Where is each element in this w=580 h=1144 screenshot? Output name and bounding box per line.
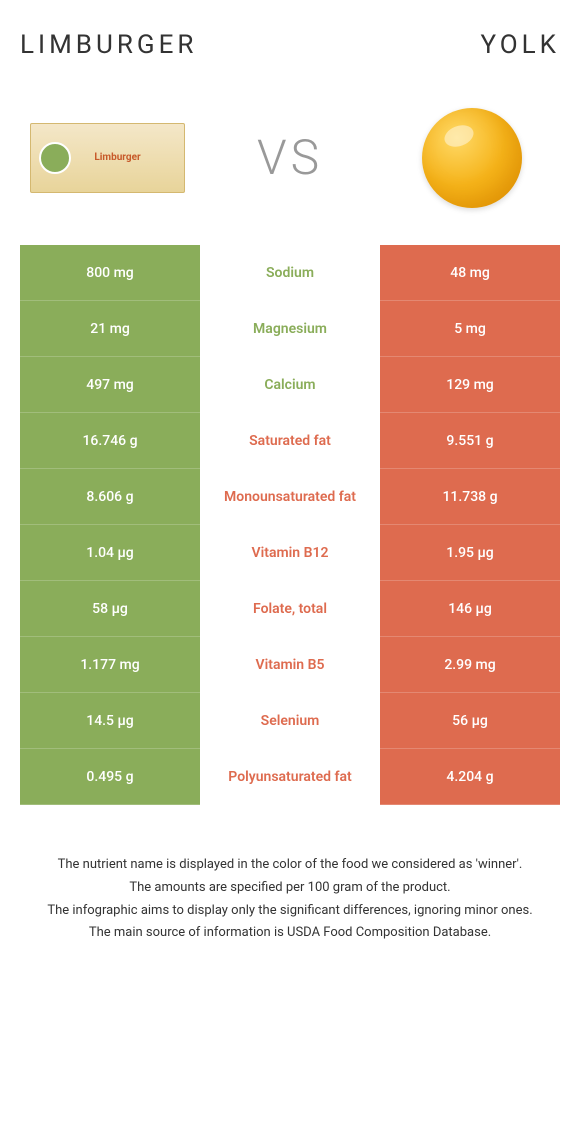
nutrient-name-cell: Selenium <box>200 693 380 749</box>
brand-circle-icon <box>39 142 71 174</box>
right-value-cell: 146 µg <box>380 581 560 637</box>
nutrient-name-cell: Calcium <box>200 357 380 413</box>
footer-notes: The nutrient name is displayed in the co… <box>20 855 560 944</box>
nutrient-table: 800 mgSodium48 mg21 mgMagnesium5 mg497 m… <box>20 245 560 805</box>
nutrient-name-cell: Folate, total <box>200 581 380 637</box>
right-value-cell: 48 mg <box>380 245 560 301</box>
limburger-box-graphic: Limburger <box>30 123 185 193</box>
right-value-cell: 2.99 mg <box>380 637 560 693</box>
left-value-cell: 16.746 g <box>20 413 200 469</box>
right-food-title: Yolk <box>481 30 560 60</box>
header: Limburger Yolk <box>20 30 560 60</box>
table-row: 0.495 gPolyunsaturated fat4.204 g <box>20 749 560 805</box>
table-row: 58 µgFolate, total146 µg <box>20 581 560 637</box>
nutrient-name-cell: Sodium <box>200 245 380 301</box>
left-food-title: Limburger <box>20 30 197 60</box>
right-value-cell: 11.738 g <box>380 469 560 525</box>
nutrient-name-cell: Saturated fat <box>200 413 380 469</box>
nutrient-name-cell: Vitamin B5 <box>200 637 380 693</box>
left-value-cell: 0.495 g <box>20 749 200 805</box>
limburger-image: Limburger <box>30 110 185 205</box>
nutrient-name-cell: Monounsaturated fat <box>200 469 380 525</box>
footer-line-2: The amounts are specified per 100 gram o… <box>40 878 540 899</box>
footer-line-3: The infographic aims to display only the… <box>40 901 540 922</box>
limburger-box-label: Limburger <box>94 152 140 163</box>
footer-line-1: The nutrient name is displayed in the co… <box>40 855 540 876</box>
nutrient-name-cell: Polyunsaturated fat <box>200 749 380 805</box>
table-row: 1.04 µgVitamin B121.95 µg <box>20 525 560 581</box>
yolk-graphic <box>422 108 522 208</box>
left-value-cell: 800 mg <box>20 245 200 301</box>
vs-text: VS <box>257 129 323 186</box>
table-row: 14.5 µgSelenium56 µg <box>20 693 560 749</box>
left-value-cell: 21 mg <box>20 301 200 357</box>
table-row: 8.606 gMonounsaturated fat11.738 g <box>20 469 560 525</box>
table-row: 800 mgSodium48 mg <box>20 245 560 301</box>
vs-section: Limburger VS <box>20 110 560 205</box>
left-value-cell: 58 µg <box>20 581 200 637</box>
right-value-cell: 129 mg <box>380 357 560 413</box>
nutrient-name-cell: Vitamin B12 <box>200 525 380 581</box>
right-value-cell: 9.551 g <box>380 413 560 469</box>
left-value-cell: 1.04 µg <box>20 525 200 581</box>
yolk-image <box>395 110 550 205</box>
footer-line-4: The main source of information is USDA F… <box>40 923 540 944</box>
right-value-cell: 56 µg <box>380 693 560 749</box>
table-row: 1.177 mgVitamin B52.99 mg <box>20 637 560 693</box>
left-value-cell: 8.606 g <box>20 469 200 525</box>
table-row: 21 mgMagnesium5 mg <box>20 301 560 357</box>
nutrient-name-cell: Magnesium <box>200 301 380 357</box>
table-row: 497 mgCalcium129 mg <box>20 357 560 413</box>
right-value-cell: 4.204 g <box>380 749 560 805</box>
left-value-cell: 14.5 µg <box>20 693 200 749</box>
right-value-cell: 1.95 µg <box>380 525 560 581</box>
table-row: 16.746 gSaturated fat9.551 g <box>20 413 560 469</box>
left-value-cell: 497 mg <box>20 357 200 413</box>
right-value-cell: 5 mg <box>380 301 560 357</box>
left-value-cell: 1.177 mg <box>20 637 200 693</box>
